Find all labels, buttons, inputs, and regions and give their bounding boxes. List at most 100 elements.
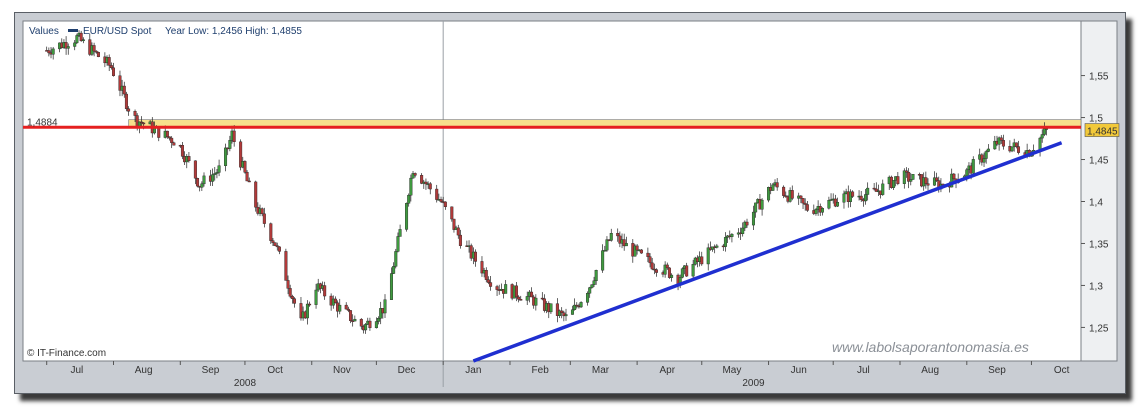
candle-body xyxy=(896,176,900,184)
candle-body xyxy=(480,261,484,274)
candle-body xyxy=(588,287,592,294)
candle-body xyxy=(288,288,292,297)
candle-body xyxy=(911,174,915,180)
candle-body xyxy=(359,318,363,327)
candle-body xyxy=(866,187,870,195)
candle-body xyxy=(586,293,590,303)
annotation-lines xyxy=(23,125,1081,363)
candle-body xyxy=(213,173,217,175)
candle-body xyxy=(711,246,715,250)
candle-body xyxy=(859,195,863,200)
candle-body xyxy=(379,308,383,319)
candle-body xyxy=(94,50,98,53)
candle-body xyxy=(377,318,381,322)
candle-body xyxy=(275,245,279,248)
candle-body xyxy=(443,201,447,208)
watermark: www.labolsaporantonomasia.es xyxy=(832,339,1029,355)
source-label: © IT-Finance.com xyxy=(27,348,106,359)
candle-body xyxy=(262,213,266,224)
candle-body xyxy=(881,183,885,195)
candle-body xyxy=(575,304,579,307)
candle-body xyxy=(277,246,281,252)
candle-body xyxy=(245,172,249,182)
candle-body xyxy=(140,121,144,124)
candle-body xyxy=(124,93,128,110)
candle-body xyxy=(75,35,79,44)
candle-body xyxy=(892,180,896,188)
candle-body xyxy=(790,190,794,199)
y-tick-label: 1,3 xyxy=(1089,281,1103,292)
candle-body xyxy=(458,234,462,246)
candle-body xyxy=(639,249,643,254)
y-tick-label: 1,25 xyxy=(1089,323,1109,334)
x-tick-label: Mar xyxy=(592,365,610,376)
candles xyxy=(45,30,1049,334)
candle-body xyxy=(848,191,852,202)
candle-body xyxy=(517,296,521,300)
candle-body xyxy=(680,268,684,278)
candle-body xyxy=(573,304,577,311)
candle-body xyxy=(133,111,137,116)
candle-body xyxy=(484,270,488,280)
candle-body xyxy=(706,247,710,265)
x-tick-label: Aug xyxy=(921,365,939,376)
candle-body xyxy=(650,262,654,270)
x-tick-label: Oct xyxy=(267,365,283,376)
candle-body xyxy=(407,194,411,204)
candle-body xyxy=(803,202,807,205)
candle-body xyxy=(1014,142,1018,147)
candle-body xyxy=(217,165,221,173)
x-tick-label: May xyxy=(722,365,741,376)
candle-body xyxy=(1001,140,1005,147)
candle-body xyxy=(424,181,428,185)
candle-body xyxy=(605,239,609,251)
y-tick-label: 1,45 xyxy=(1089,156,1109,167)
candle-body xyxy=(411,173,415,179)
candle-body xyxy=(519,299,523,301)
candle-body xyxy=(909,179,913,182)
candle-body xyxy=(323,285,327,297)
candle-body xyxy=(1017,146,1021,153)
candle-body xyxy=(907,171,911,182)
candle-body xyxy=(999,137,1003,141)
candle-body xyxy=(271,240,275,243)
candle-body xyxy=(997,137,1001,145)
candle-body xyxy=(165,130,169,138)
chart: Values EUR/USD Spot Year Low: 1,2456 Hig… xyxy=(22,20,1120,389)
candle-body xyxy=(293,298,297,304)
candle-body xyxy=(392,266,396,274)
candle-body xyxy=(224,147,228,166)
candle-body xyxy=(374,321,378,329)
candle-body xyxy=(754,202,758,213)
x-tick-label: Sep xyxy=(988,365,1006,376)
candle-body xyxy=(665,264,669,269)
candle-body xyxy=(211,174,215,182)
axis-panel xyxy=(1080,20,1118,362)
x-tick-label: Oct xyxy=(1054,365,1070,376)
candle-body xyxy=(187,156,191,162)
y-axis-ticks: 1,25 1,3 1,35 1,4 1,45 1,5 1,55 xyxy=(1081,72,1109,334)
candle-body xyxy=(751,211,755,226)
candle-body xyxy=(435,188,439,200)
candle-body xyxy=(723,237,727,247)
candle-body xyxy=(118,75,122,91)
y-tick-label: 1,4 xyxy=(1089,197,1103,208)
candle-body xyxy=(344,304,348,310)
candle-body xyxy=(394,251,398,267)
candle-body xyxy=(405,203,409,230)
candle-body xyxy=(782,186,786,196)
candle-body xyxy=(609,233,613,241)
candle-body xyxy=(993,140,997,150)
candle-body xyxy=(741,227,745,234)
x-axis-ticks: Jul Aug Sep Oct Nov Dec Jan Feb Mar Apr May Jun Jul A… xyxy=(46,361,1070,389)
candle-body xyxy=(284,251,288,281)
candle-body xyxy=(965,169,969,177)
x-tick-label: Aug xyxy=(135,365,153,376)
last-price-label: 1,4845 xyxy=(1087,127,1118,138)
candle-body xyxy=(260,208,264,215)
candle-body xyxy=(1040,134,1044,139)
legend-series-name: EUR/USD Spot xyxy=(83,26,152,37)
x-tick-label: Jan xyxy=(465,365,481,376)
candle-body xyxy=(202,175,206,185)
candle-body xyxy=(290,296,294,299)
